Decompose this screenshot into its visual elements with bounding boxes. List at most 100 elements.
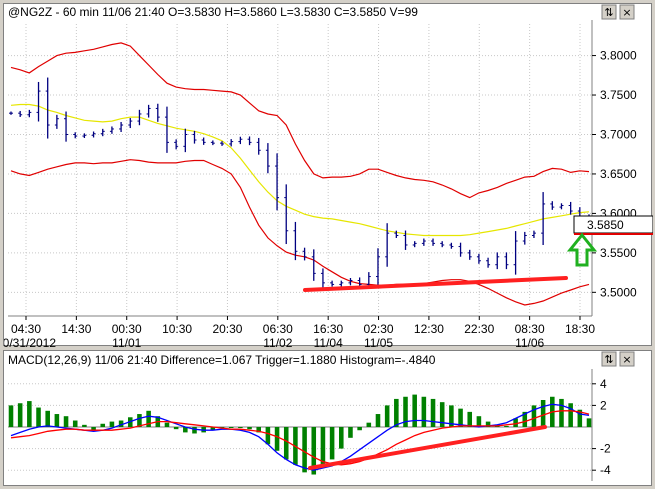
macd-y-label: 2 — [600, 398, 607, 412]
settings-icon: ⇅ — [604, 353, 613, 366]
price-x-label: 12:30 — [414, 322, 444, 336]
up-arrow-icon — [566, 232, 598, 267]
price-y-label: 3.6500 — [600, 167, 637, 181]
macd-histogram-bar — [17, 403, 23, 427]
macd-histogram-bar — [302, 427, 307, 473]
macd-histogram-bar — [256, 427, 261, 433]
macd-histogram-bar — [476, 416, 482, 427]
macd-histogram-bar — [27, 401, 32, 427]
price-y-axis: 3.80003.75003.70003.65003.60003.55003.50… — [592, 49, 637, 299]
macd-settings-button[interactable]: ⇅ — [601, 351, 617, 367]
macd-panel[interactable]: MACD(12,26,9) 11/06 21:40 Difference=1.0… — [3, 350, 652, 486]
price-upper-band-line — [10, 42, 590, 199]
price-x-date-label: 11/05 — [364, 336, 393, 347]
macd-histogram-bar — [118, 420, 124, 427]
macd-histogram-bar — [449, 405, 454, 427]
macd-histogram-bar — [164, 422, 170, 427]
macd-histogram-bar — [394, 398, 399, 427]
macd-histogram-bar — [238, 427, 243, 428]
price-x-label: 04:30 — [11, 322, 41, 336]
macd-histogram-bar — [348, 427, 353, 438]
macd-histogram-bar — [320, 427, 326, 469]
price-settings-button[interactable]: ⇅ — [601, 4, 617, 20]
macd-histogram-bar — [210, 427, 216, 431]
close-icon: × — [622, 353, 631, 366]
last-price-marker: 3.5850 — [573, 215, 653, 235]
macd-histogram-bar — [72, 420, 78, 427]
price-x-label: 18:30 — [565, 322, 595, 336]
price-x-label: 08:30 — [515, 322, 545, 336]
macd-y-label: -4 — [600, 463, 611, 477]
support-trend-line — [303, 276, 568, 292]
price-y-label: 3.8000 — [600, 49, 637, 63]
macd-histogram-bar — [366, 422, 372, 427]
macd-histogram-bar — [45, 410, 50, 427]
macd-histogram-bar — [100, 423, 106, 427]
macd-histogram-bar — [36, 407, 41, 427]
price-bars — [9, 77, 591, 289]
price-chart: @NG2Z - 60 min 11/06 21:40 O=3.5830 H=3.… — [4, 4, 653, 347]
macd-title: MACD(12,26,9) 11/06 21:40 Difference=1.0… — [8, 353, 436, 367]
macd-histogram-bar — [82, 424, 87, 427]
price-y-label: 3.7500 — [600, 88, 637, 102]
macd-histogram-bar — [339, 427, 344, 449]
macd-histogram-bar — [183, 427, 188, 433]
macd-y-label: -2 — [600, 442, 611, 456]
macd-histogram-bar — [329, 427, 335, 460]
price-x-date-label: 11/02 — [263, 336, 292, 347]
macd-histogram-bar — [439, 402, 445, 427]
macd-histogram-bar — [430, 398, 436, 427]
macd-histogram-bar — [146, 410, 151, 427]
macd-histogram-bar — [559, 398, 564, 427]
macd-histogram-bar — [485, 421, 491, 427]
macd-histogram-bar — [522, 411, 528, 427]
macd-histogram-bar — [586, 418, 592, 427]
price-x-label: 02:30 — [364, 322, 394, 336]
macd-histogram-bar — [283, 427, 289, 460]
macd-histogram-bar — [540, 400, 546, 427]
price-x-label: 16:30 — [313, 322, 343, 336]
price-close-button[interactable]: × — [619, 4, 635, 20]
macd-histogram-bar — [375, 414, 381, 427]
price-x-label: 14:30 — [61, 322, 91, 336]
price-chart-title: @NG2Z - 60 min 11/06 21:40 O=3.5830 H=3.… — [8, 5, 418, 19]
macd-histogram-bar — [63, 416, 69, 427]
macd-histogram-bar — [531, 405, 537, 427]
macd-histogram-bar — [384, 405, 390, 427]
price-x-date-label: 10/31/2012 — [4, 336, 56, 347]
price-y-label: 3.7000 — [600, 127, 637, 141]
macd-histogram-bar — [109, 421, 115, 427]
macd-histogram-bar — [513, 418, 518, 427]
price-y-label: 3.5000 — [600, 285, 637, 299]
price-series — [10, 42, 590, 306]
price-x-label: 06:30 — [263, 322, 293, 336]
macd-histogram-bar — [568, 403, 573, 427]
macd-y-axis: 4 2 -2 -4 — [592, 377, 611, 477]
macd-histogram-bar — [504, 425, 509, 427]
macd-histogram-bar — [137, 414, 142, 427]
macd-trend-line — [308, 425, 547, 470]
macd-histogram-bar — [467, 411, 473, 427]
macd-histogram — [8, 394, 592, 475]
price-x-label: 10:30 — [162, 322, 192, 336]
last-price-label: 3.5850 — [587, 218, 624, 232]
price-x-date-label: 11/01 — [112, 336, 141, 347]
price-chart-panel[interactable]: @NG2Z - 60 min 11/06 21:40 O=3.5830 H=3.… — [3, 3, 653, 347]
macd-histogram-bar — [192, 427, 197, 434]
macd-macd-line — [10, 403, 590, 471]
macd-histogram-bar — [228, 427, 234, 428]
price-grid — [8, 20, 593, 317]
macd-histogram-bar — [247, 427, 252, 430]
macd-histogram-bar — [357, 427, 362, 431]
price-y-label: 3.5500 — [600, 246, 637, 260]
macd-y-label: 4 — [600, 377, 607, 391]
price-x-label: 20:30 — [212, 322, 242, 336]
macd-histogram-bar — [8, 405, 14, 427]
price-x-date-label: 11/04 — [314, 336, 343, 347]
macd-histogram-bar — [91, 427, 96, 431]
macd-close-button[interactable]: × — [619, 351, 635, 367]
macd-histogram-bar — [458, 408, 463, 427]
macd-chart: MACD(12,26,9) 11/06 21:40 Difference=1.0… — [8, 351, 635, 481]
macd-trigger-line — [10, 410, 590, 466]
